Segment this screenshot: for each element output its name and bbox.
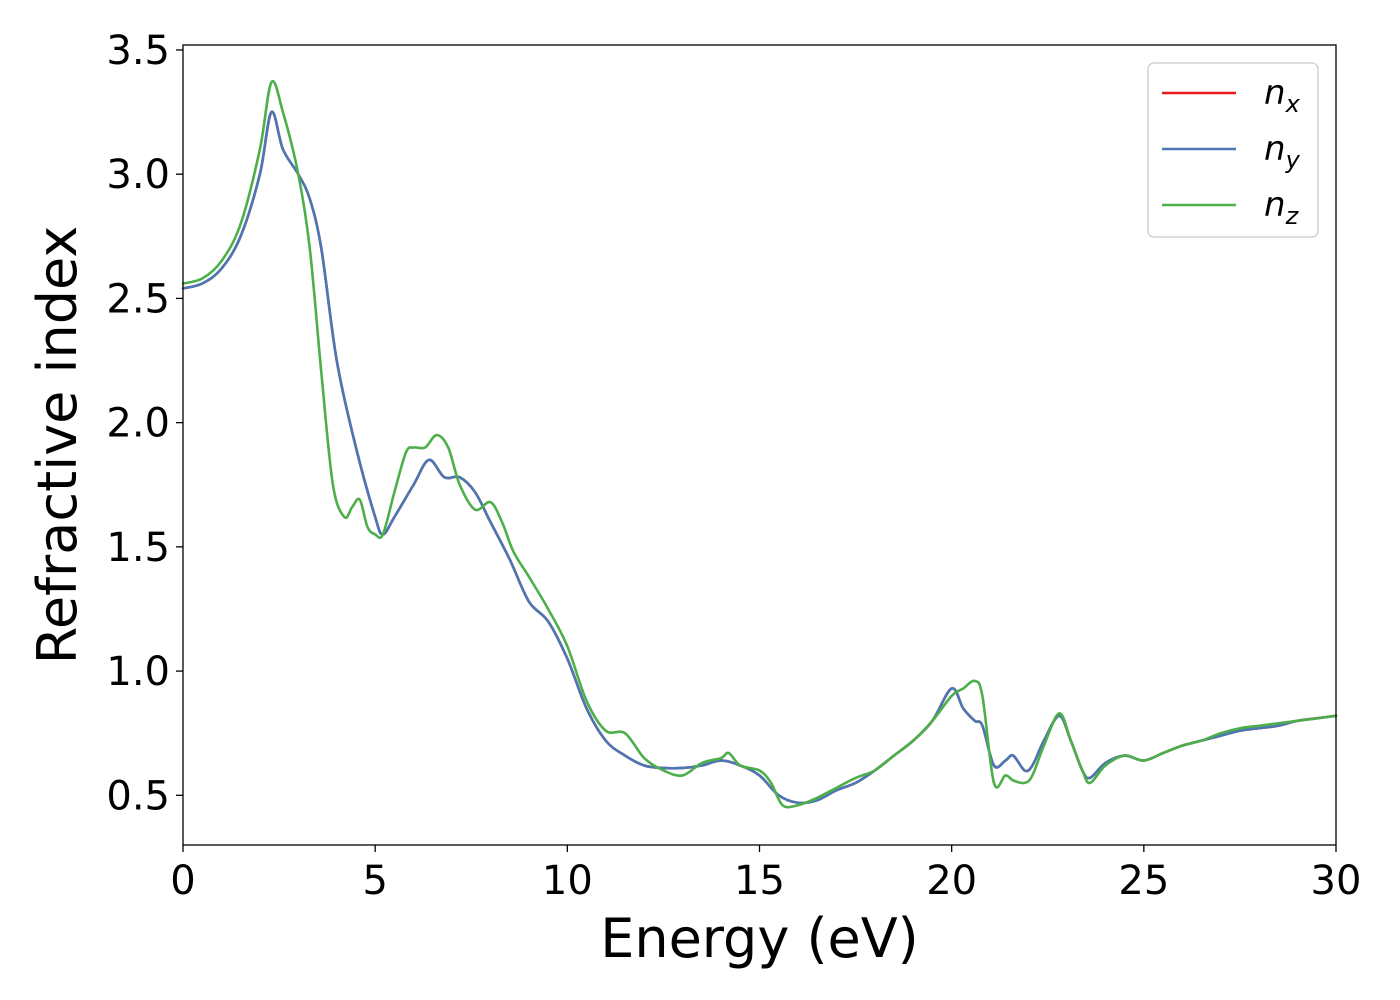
y-tick-label: 3.0 xyxy=(106,152,170,198)
x-tick-label: 5 xyxy=(362,858,387,904)
x-axis: 0 5 10 15 20 25 30 xyxy=(170,845,1361,904)
y-tick-label: 3.5 xyxy=(106,28,170,74)
y-tick-label: 2.0 xyxy=(106,401,170,447)
y-tick-label: 2.5 xyxy=(106,276,170,322)
y-tick-label: 1.0 xyxy=(106,649,170,695)
x-tick-label: 15 xyxy=(734,858,785,904)
series-line-ny xyxy=(181,110,1338,805)
x-tick-label: 10 xyxy=(542,858,593,904)
x-tick-label: 25 xyxy=(1118,858,1169,904)
y-tick-label: 1.5 xyxy=(106,525,170,571)
x-tick-label: 20 xyxy=(926,858,977,904)
x-tick-label: 0 xyxy=(170,858,195,904)
y-axis-title: Refractive index xyxy=(26,226,89,665)
x-tick-label: 30 xyxy=(1311,858,1362,904)
y-tick-label: 0.5 xyxy=(106,773,170,819)
x-axis-title: Energy (eV) xyxy=(600,907,919,970)
series-lines xyxy=(181,79,1338,809)
series-line-nz xyxy=(181,79,1338,809)
y-axis: 0.5 1.0 1.5 2.0 2.5 3.0 3.5 xyxy=(106,28,183,819)
